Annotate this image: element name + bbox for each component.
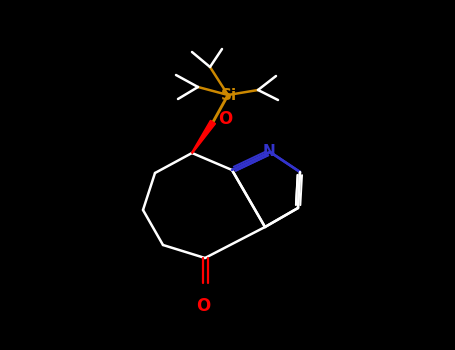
- Text: O: O: [218, 110, 232, 128]
- Polygon shape: [192, 120, 216, 153]
- Text: Si: Si: [221, 89, 237, 104]
- Text: N: N: [263, 144, 275, 159]
- Text: O: O: [196, 297, 210, 315]
